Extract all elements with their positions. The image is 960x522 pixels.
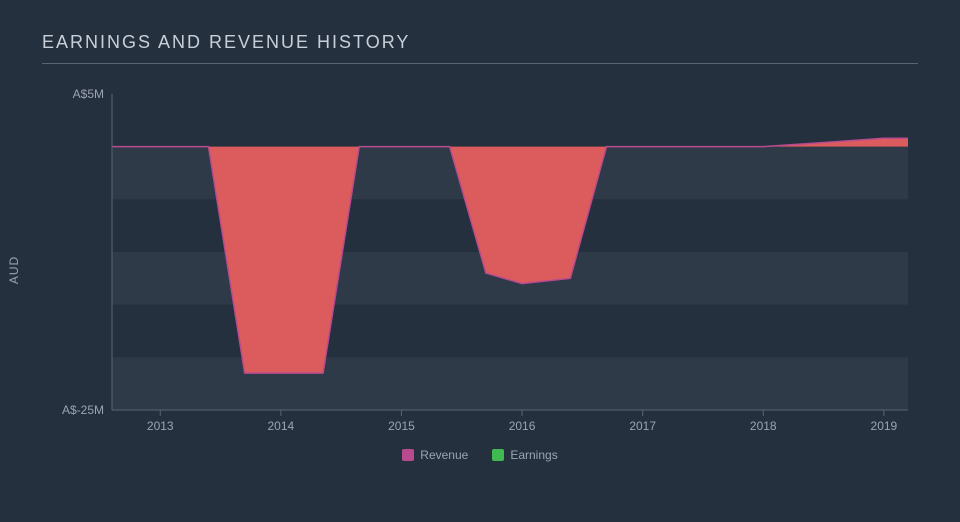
chart-container: EARNINGS AND REVENUE HISTORY AUD A$5M A$-… xyxy=(0,0,960,522)
legend-item-earnings: Earnings xyxy=(492,448,557,462)
chart-title: EARNINGS AND REVENUE HISTORY xyxy=(42,32,918,63)
legend-label: Revenue xyxy=(420,448,468,462)
legend-swatch xyxy=(492,449,504,461)
legend-label: Earnings xyxy=(510,448,557,462)
y-axis-label: AUD xyxy=(7,256,21,284)
x-tick-label: 2015 xyxy=(388,419,415,433)
grid-band xyxy=(112,357,908,410)
legend-item-revenue: Revenue xyxy=(402,448,468,462)
legend: Revenue Earnings xyxy=(42,448,918,464)
x-tick-label: 2019 xyxy=(871,419,898,433)
x-tick-label: 2014 xyxy=(267,419,294,433)
x-tick-label: 2018 xyxy=(750,419,777,433)
legend-swatch xyxy=(402,449,414,461)
x-tick-label: 2013 xyxy=(147,419,174,433)
y-tick-label: A$-25M xyxy=(62,403,104,417)
x-tick-label: 2016 xyxy=(509,419,536,433)
y-tick-label: A$5M xyxy=(73,87,104,101)
title-rule xyxy=(42,63,918,64)
chart-svg: A$5M A$-25M 2013 2014 2015 2016 2017 2018 2019 xyxy=(42,70,918,470)
x-tick-label: 2017 xyxy=(629,419,656,433)
chart-wrap: AUD A$5MA$-25M20132014201520162017201820… xyxy=(42,70,918,470)
